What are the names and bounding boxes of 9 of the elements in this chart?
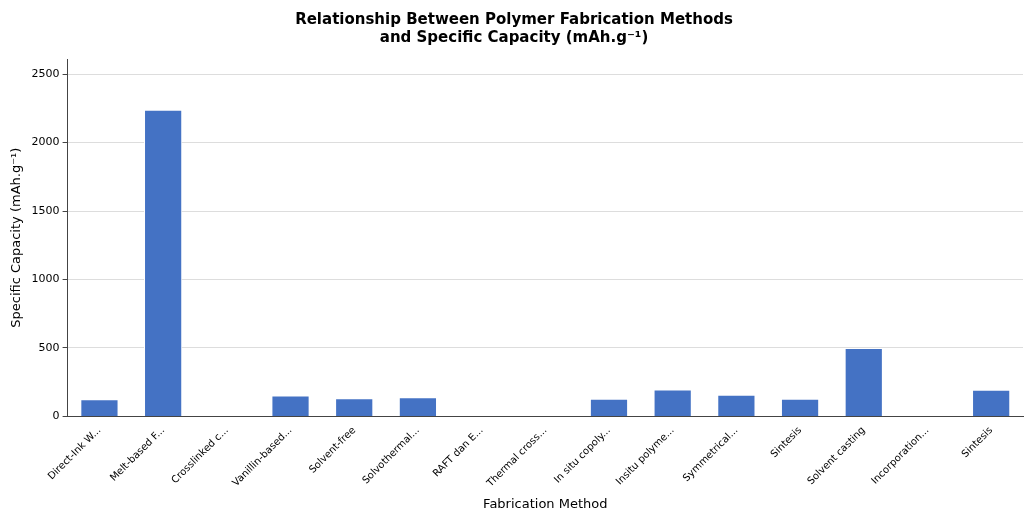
y-tick-label: 0 bbox=[52, 409, 60, 423]
y-axis-title: Specific Capacity (mAh.g⁻¹) bbox=[8, 147, 24, 328]
y-tick-label: 500 bbox=[38, 340, 60, 354]
y-tick-label: 1500 bbox=[31, 203, 60, 217]
chart-title: Relationship Between Polymer Fabrication Methods and Specific Capacity (mAh.g⁻¹) bbox=[295, 9, 733, 46]
y-tick-label: 2000 bbox=[31, 135, 60, 149]
y-tick-label: 2500 bbox=[31, 66, 60, 80]
y-tick-label: 1000 bbox=[31, 272, 60, 286]
x-axis-title: Fabrication Method bbox=[483, 495, 608, 511]
